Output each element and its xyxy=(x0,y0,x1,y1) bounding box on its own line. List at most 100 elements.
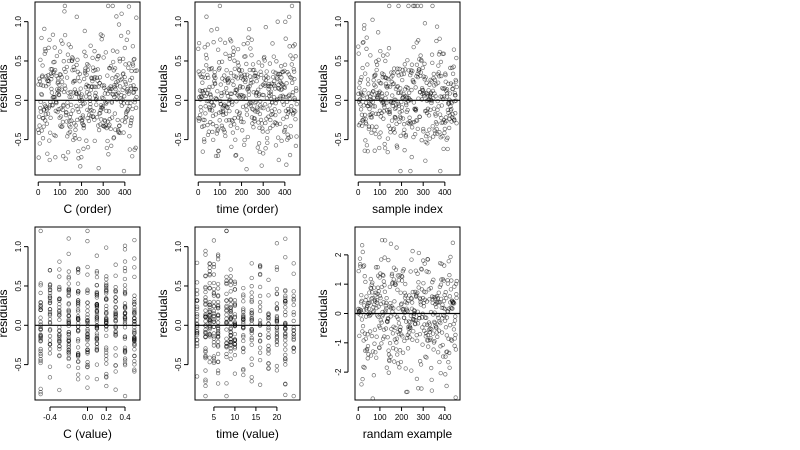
data-point xyxy=(387,111,392,116)
data-point xyxy=(113,86,118,92)
data-point xyxy=(207,314,212,319)
data-point xyxy=(104,310,109,315)
data-point xyxy=(207,317,212,322)
data-point xyxy=(362,331,368,336)
data-point xyxy=(375,94,380,100)
data-point xyxy=(222,129,227,135)
data-point xyxy=(127,78,133,83)
data-point xyxy=(75,339,81,344)
data-point xyxy=(443,115,449,120)
data-point xyxy=(232,122,237,127)
data-point xyxy=(37,141,42,146)
data-point xyxy=(215,344,221,349)
data-point xyxy=(47,307,53,312)
data-point xyxy=(113,285,118,290)
data-point xyxy=(82,49,87,54)
data-point xyxy=(215,286,221,291)
data-point xyxy=(129,75,135,81)
data-point xyxy=(288,53,293,58)
y-axis-title: residuals xyxy=(0,64,10,112)
data-point xyxy=(270,41,275,46)
data-point xyxy=(406,3,411,9)
data-point xyxy=(207,319,212,324)
data-point xyxy=(415,74,421,80)
y-tick-label: -1 xyxy=(334,339,343,347)
data-point xyxy=(89,108,94,113)
data-point xyxy=(362,303,367,308)
data-point xyxy=(117,59,123,64)
data-point xyxy=(218,109,224,114)
plot-frame xyxy=(194,1,301,176)
data-point xyxy=(66,313,71,318)
data-point xyxy=(373,111,379,116)
data-point xyxy=(374,124,379,129)
data-point xyxy=(66,276,71,281)
data-point xyxy=(122,361,128,366)
data-point xyxy=(215,339,221,344)
data-point xyxy=(273,143,279,148)
y-tick-label: 1.0 xyxy=(14,16,23,28)
data-point xyxy=(445,281,451,286)
data-point xyxy=(244,61,249,67)
data-point xyxy=(380,75,385,80)
data-point xyxy=(199,108,204,113)
data-point xyxy=(437,300,442,305)
data-point xyxy=(416,280,421,285)
data-point xyxy=(226,76,231,81)
data-point xyxy=(40,73,45,78)
data-point xyxy=(453,395,458,400)
data-point xyxy=(228,123,233,128)
data-point xyxy=(257,345,263,350)
data-point xyxy=(283,331,288,336)
data-point xyxy=(231,45,236,50)
x-tick-label: -0.4 xyxy=(43,413,57,422)
data-point xyxy=(132,325,137,330)
data-point xyxy=(372,297,377,302)
data-point xyxy=(430,280,435,285)
data-point xyxy=(398,90,404,95)
data-point xyxy=(451,82,456,87)
data-point xyxy=(57,259,62,264)
data-point xyxy=(57,340,62,345)
data-point xyxy=(364,294,369,299)
data-point xyxy=(432,320,438,326)
data-point xyxy=(398,359,404,365)
data-point xyxy=(390,331,396,336)
data-point xyxy=(127,147,132,152)
data-point xyxy=(444,333,449,338)
data-point xyxy=(389,273,394,278)
data-point xyxy=(228,333,233,338)
data-point xyxy=(61,59,66,64)
data-point xyxy=(85,288,90,294)
data-point xyxy=(393,325,398,330)
data-point xyxy=(132,336,137,341)
data-point xyxy=(64,64,69,70)
data-point xyxy=(198,112,203,118)
data-point xyxy=(224,345,229,350)
data-point xyxy=(364,346,370,352)
data-point xyxy=(385,316,391,322)
data-point xyxy=(61,89,67,95)
data-point xyxy=(85,364,90,370)
x-tick-label: 0 xyxy=(196,188,201,197)
data-point xyxy=(381,300,386,305)
data-point xyxy=(446,336,451,341)
data-point xyxy=(292,96,297,101)
data-point xyxy=(48,71,54,76)
data-point xyxy=(393,347,399,352)
data-point xyxy=(413,85,418,90)
data-point xyxy=(123,81,129,87)
data-point xyxy=(203,323,208,328)
data-point xyxy=(390,103,395,108)
data-point xyxy=(249,331,254,336)
data-point xyxy=(283,255,288,260)
data-point xyxy=(104,357,109,362)
data-point xyxy=(387,84,393,89)
data-point xyxy=(57,311,62,316)
data-point xyxy=(403,67,408,72)
data-point xyxy=(66,236,71,241)
data-point xyxy=(231,49,236,54)
data-point xyxy=(66,347,71,353)
data-point xyxy=(249,356,254,361)
